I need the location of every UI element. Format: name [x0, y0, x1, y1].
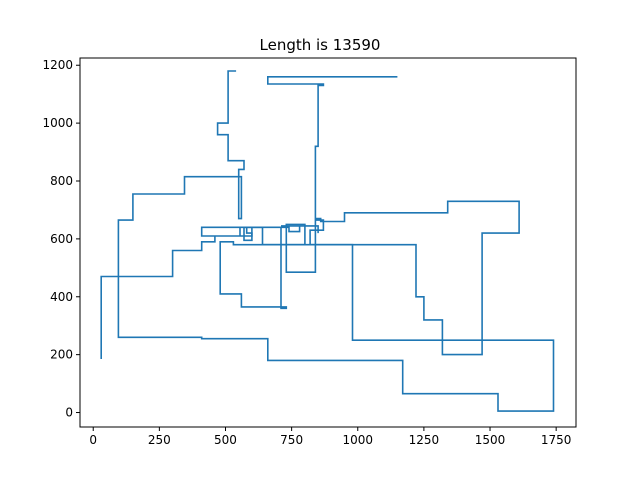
- x-tick-label: 1000: [342, 433, 373, 447]
- y-tick-label: 1200: [42, 58, 73, 72]
- plot-area: [100, 70, 555, 412]
- y-tick-label: 800: [50, 174, 73, 188]
- y-tick-label: 0: [65, 406, 73, 420]
- x-tick-label: 250: [148, 433, 171, 447]
- y-tick-label: 200: [50, 348, 73, 362]
- y-tick-label: 600: [50, 232, 73, 246]
- axes-frame: [79, 57, 577, 428]
- y-tick-label: 400: [50, 290, 73, 304]
- series-line-1: [100, 76, 520, 359]
- chart-title: Length is 13590: [260, 36, 381, 54]
- x-tick-label: 1750: [541, 433, 572, 447]
- x-tick-label: 750: [280, 433, 303, 447]
- y-tick-label: 1000: [42, 116, 73, 130]
- x-tick-label: 500: [214, 433, 237, 447]
- x-tick-label: 1500: [475, 433, 506, 447]
- x-tick-label: 0: [89, 433, 97, 447]
- y-axis: 0 200 400 600 800 1000 1200: [42, 58, 80, 420]
- x-axis: 0 250 500 750 1000 1250 1500 1750: [89, 427, 571, 447]
- x-tick-label: 1250: [409, 433, 440, 447]
- series-line-2: [117, 70, 555, 412]
